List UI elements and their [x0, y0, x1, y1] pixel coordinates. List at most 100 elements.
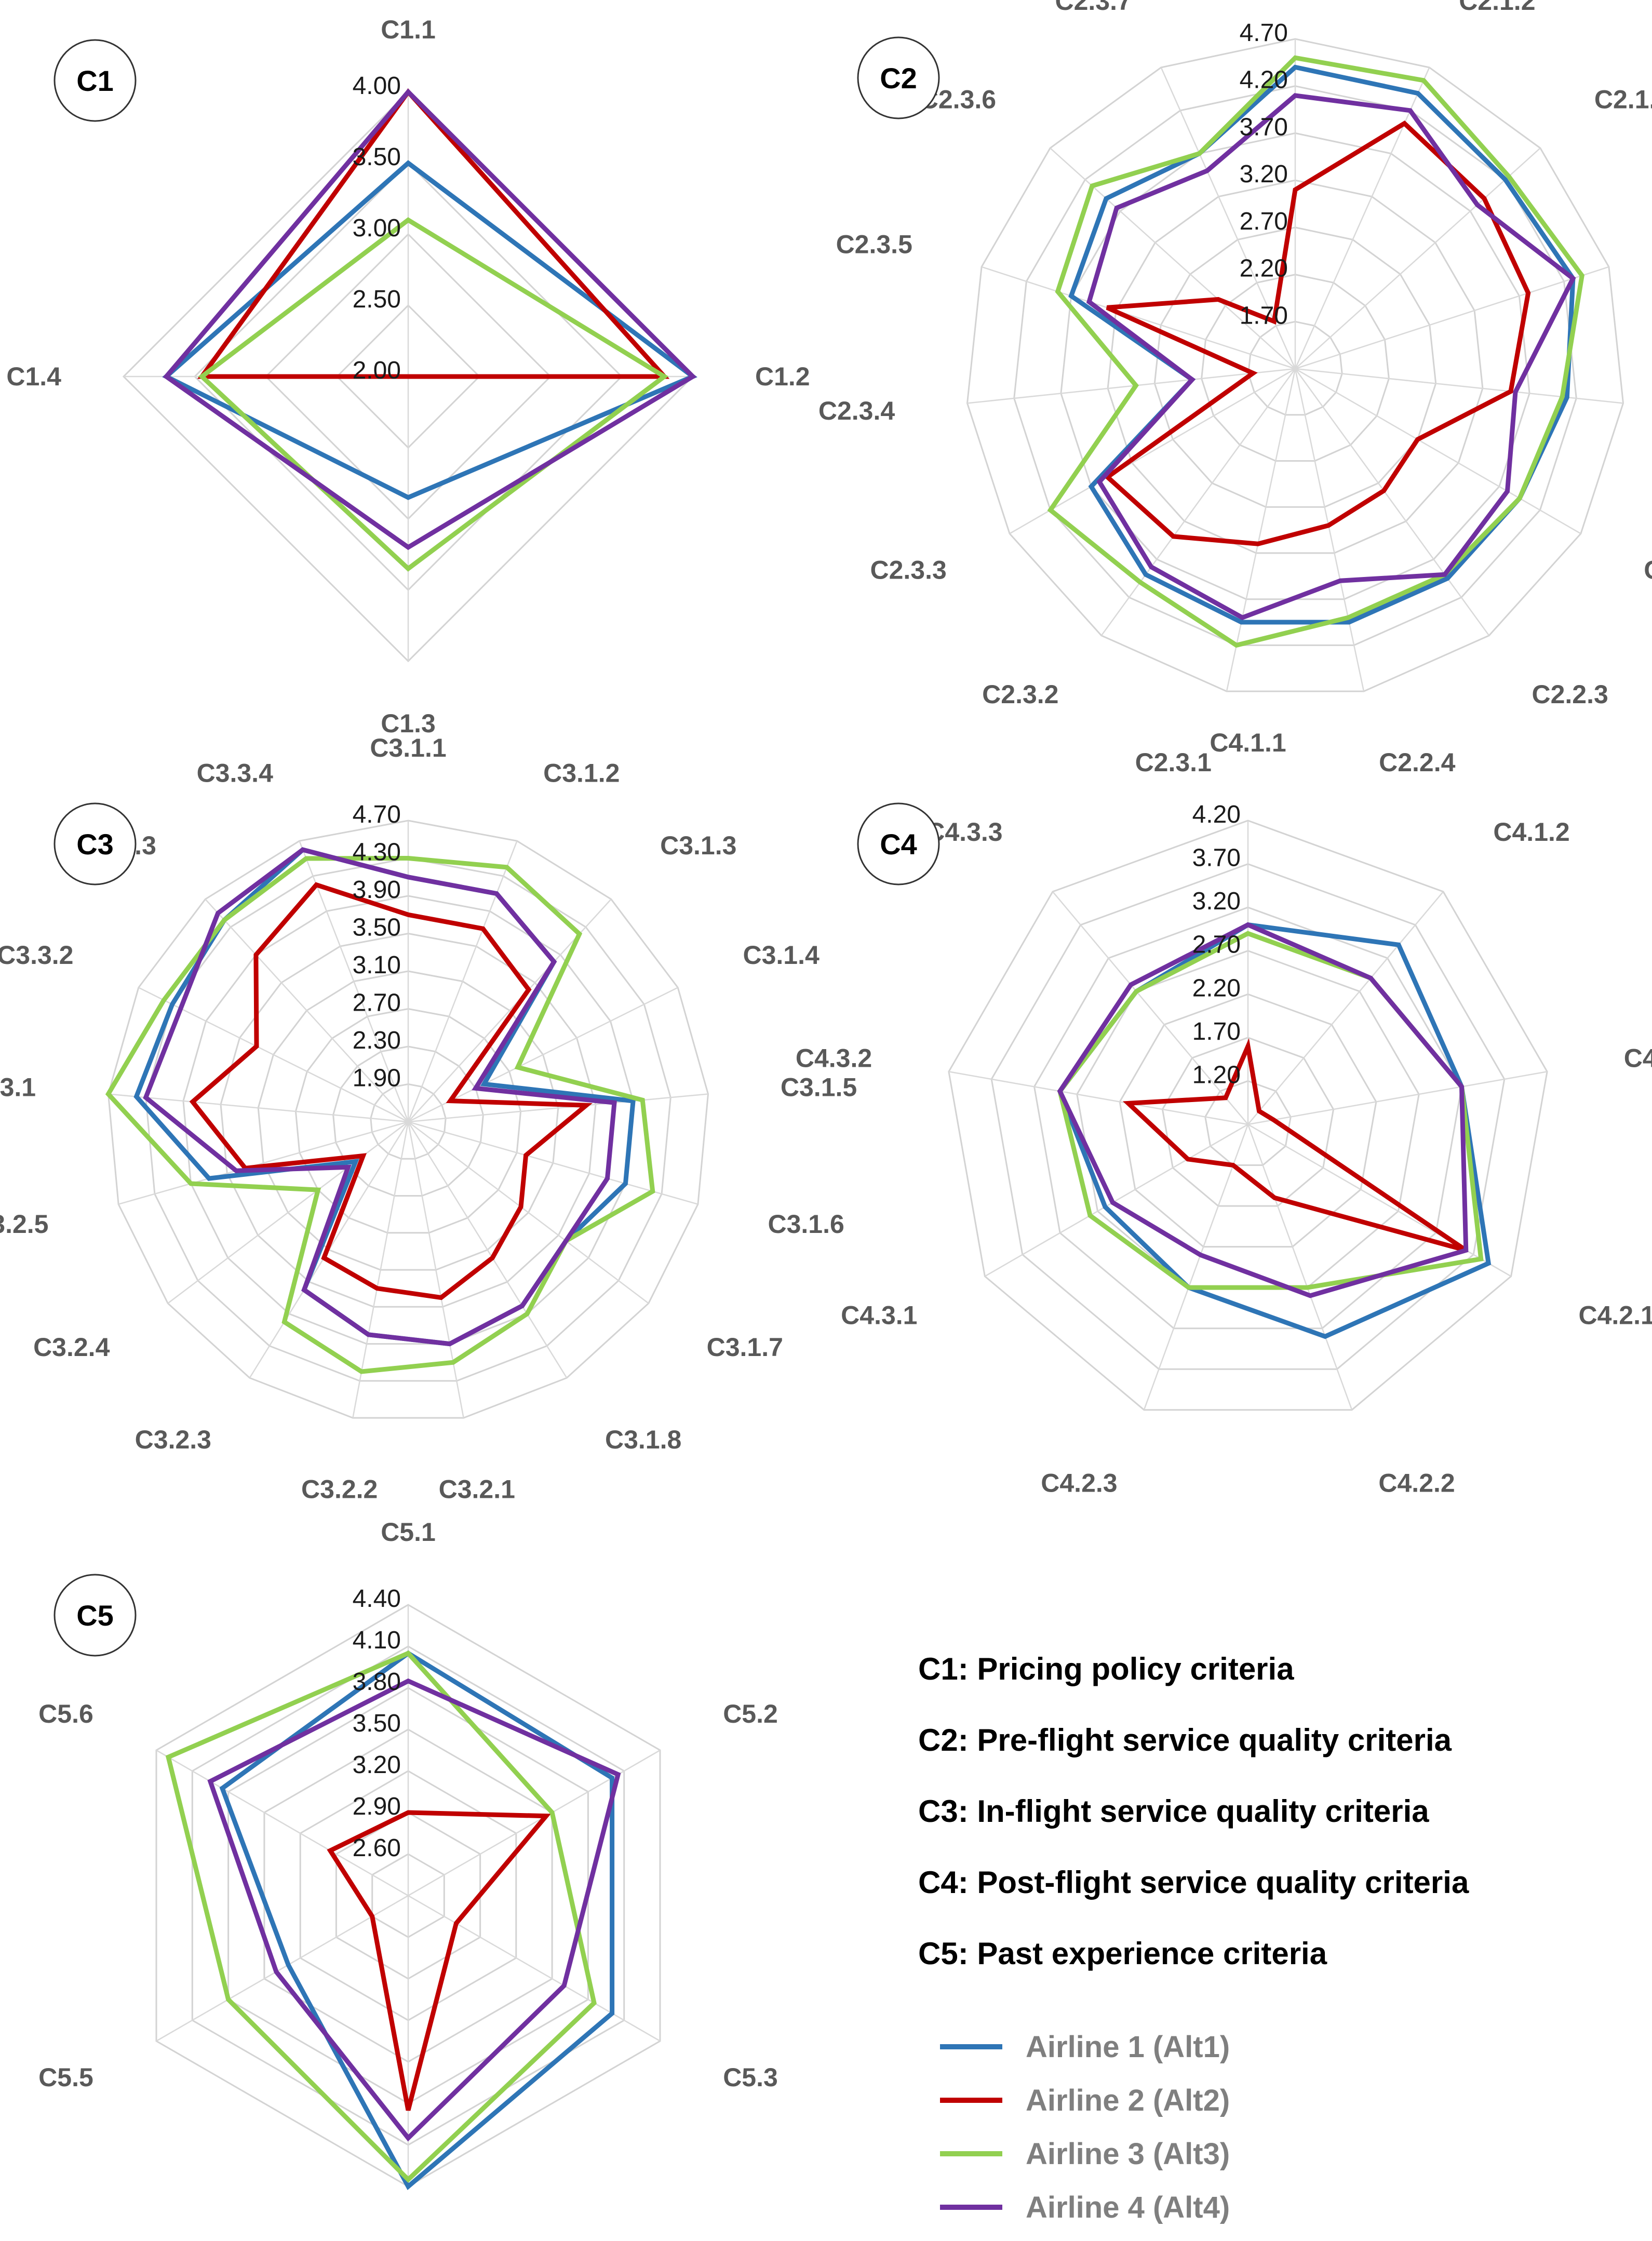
axis-label: C3.3.4: [197, 759, 274, 788]
axis-label: C2.2.2: [1644, 556, 1652, 585]
axis-label: C3.2.3: [135, 1425, 211, 1454]
tick-label: 1.90: [353, 1065, 401, 1092]
axis-label: C1.2: [755, 362, 810, 391]
axis-spoke: [967, 368, 1296, 404]
radar-chart-c3: 1.90 2.30 2.70 3.10 3.50 3.90 4.30 4.70 C3.1.1 C3…: [0, 733, 857, 1504]
criteria-legend: C1: Pricing policy criteria C2: Pre-flig…: [918, 1652, 1469, 1971]
axis-label: C2.3.7: [1055, 0, 1131, 16]
axis-label: C3.2.1: [439, 1475, 515, 1504]
axis-label: C2.2.3: [1532, 680, 1608, 709]
radar-chart-c1: 2.00 2.50 3.00 3.50 4.00 C1.1 C1.2 C1.3 C1.4 C1: [6, 15, 810, 738]
axis-label: C3.2.4: [33, 1333, 110, 1362]
criteria-legend-item: C5: Past experience criteria: [918, 1936, 1327, 1971]
axis-label: C2.3.5: [836, 230, 912, 259]
axis-spoke: [408, 1895, 661, 2042]
tick-label: 2.20: [1192, 974, 1241, 1002]
tick-label: 3.50: [353, 143, 401, 171]
axis-label: C3.3.1: [0, 1073, 36, 1102]
axis-spoke: [1294, 368, 1490, 636]
axis-label: C3.1.1: [370, 733, 446, 762]
series-polygon-airline-2: [327, 1810, 552, 2111]
grid-ring: [966, 38, 1624, 692]
legend-label-airline-3: Airline 3 (Alt3): [1026, 2137, 1230, 2171]
tick-label: 3.80: [353, 1668, 401, 1696]
tick-label: 3.70: [1240, 113, 1288, 141]
radar-chart-c4: 1.20 1.70 2.20 2.70 3.20 3.70 4.20 C4.1.1 C4.1.2…: [796, 728, 1652, 1498]
axis-label: C3.1.7: [707, 1333, 783, 1362]
axis-label: C3.1.5: [781, 1073, 857, 1102]
criteria-legend-item: C4: Post-flight service quality criteria: [918, 1865, 1469, 1900]
axis-spoke: [118, 1121, 409, 1205]
grid-ring: [257, 970, 559, 1271]
axis-spoke: [1295, 368, 1581, 534]
axis-label: C4.2.3: [1041, 1469, 1117, 1498]
axis-spoke: [167, 1121, 409, 1304]
axis-label: C4.2.1: [1579, 1301, 1652, 1330]
tick-label: 4.20: [1192, 801, 1241, 828]
tick-label: 1.70: [1240, 302, 1288, 329]
axis-spoke: [408, 1749, 661, 1897]
criteria-legend-item: C3: In-flight service quality criteria: [918, 1794, 1429, 1829]
grid-ring: [1247, 320, 1343, 416]
grid-ring: [990, 863, 1506, 1370]
series-polygon-airline-1: [219, 1650, 615, 2191]
axis-spoke: [407, 1121, 568, 1378]
series-polygon-airline-2: [189, 882, 593, 1300]
grid-ring: [1107, 179, 1484, 554]
axis-label: C2.3.2: [982, 680, 1058, 709]
axis-label: C5.5: [38, 2063, 93, 2092]
axis-spoke: [156, 1749, 409, 1897]
grid-ring: [370, 1083, 447, 1160]
chart-badge-circle: [857, 802, 940, 885]
grid-ring: [107, 820, 709, 1419]
axis-label: C3.2.5: [0, 1210, 49, 1239]
series-polygon-airline-2: [1122, 1038, 1468, 1253]
axis-spoke: [299, 840, 409, 1122]
axis-spoke: [1294, 67, 1430, 369]
axis-spoke: [1295, 266, 1609, 370]
tick-label: 2.20: [1240, 255, 1288, 283]
legend-label-airline-2: Airline 2 (Alt2): [1026, 2084, 1230, 2117]
axis-spoke: [1295, 147, 1541, 369]
tick-label: 2.70: [1240, 208, 1288, 235]
series-polygon-airline-3: [1047, 55, 1584, 648]
axis-spoke: [205, 898, 409, 1122]
axis-spoke: [1247, 891, 1444, 1125]
axis-spoke: [407, 840, 518, 1122]
series-polygon-airline-4: [163, 88, 697, 551]
chart-badge-circle: [53, 39, 137, 122]
axis-spoke: [1052, 891, 1248, 1125]
axis-label: C3.1.2: [543, 759, 620, 788]
axis-label: C5.2: [723, 1699, 778, 1728]
tick-label: 3.50: [353, 914, 401, 942]
axis-label: C3.1.4: [743, 941, 820, 970]
axis-label: C2.2.4: [1379, 748, 1456, 777]
axis-label: C3.1.3: [660, 831, 736, 860]
axis-label: C4.2.2: [1378, 1469, 1455, 1498]
axis-spoke: [408, 1121, 649, 1304]
tick-label: 4.70: [1240, 19, 1288, 47]
tick-label: 1.20: [1192, 1061, 1241, 1089]
tick-label: 2.70: [353, 989, 401, 1017]
grid-ring: [332, 1045, 484, 1197]
axis-label: C2.3.4: [818, 396, 895, 425]
axis-spoke: [138, 987, 409, 1123]
axis-label: C3.1.6: [768, 1210, 844, 1239]
grid-ring: [1033, 906, 1463, 1330]
tick-label: 2.00: [353, 357, 401, 384]
radar-chart-c5: 2.60 2.90 3.20 3.50 3.80 4.10 4.40 C5.1 C5.2 C5.3…: [38, 1518, 778, 2191]
axis-spoke: [1143, 1124, 1249, 1411]
axis-label: C2.1.2: [1459, 0, 1535, 16]
series-polygon-airline-1: [1068, 64, 1576, 625]
axis-spoke: [352, 1121, 409, 1418]
axis-label: C4.1.2: [1493, 817, 1569, 847]
axis-label: C5.3: [723, 2063, 778, 2092]
chart-badge-label: C1: [76, 64, 114, 97]
axis-label: C4.3.2: [796, 1043, 872, 1072]
tick-label: 4.70: [353, 801, 401, 828]
series-polygon-airline-4: [1086, 93, 1576, 621]
series-polygon-airline-3: [198, 217, 669, 572]
axis-spoke: [156, 1895, 409, 2042]
radar-chart-c2: 1.702.202.703.203.704.204.70C2.1.1C2.1.2…: [818, 0, 1652, 777]
tick-label: 1.70: [1192, 1018, 1241, 1045]
